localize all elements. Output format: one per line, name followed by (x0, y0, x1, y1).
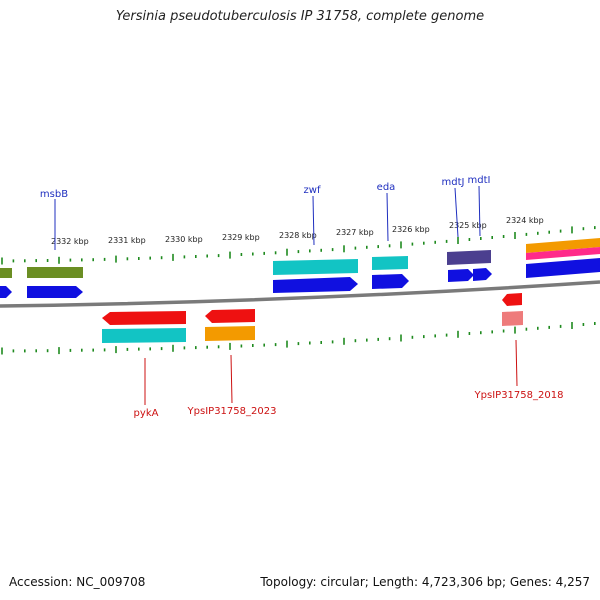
gene-labels: msbB zwf eda mdtJ mdtI pykA YpsIP31758_2… (40, 175, 564, 419)
genome-title: Yersinia pseudotuberculosis IP 31758, co… (115, 9, 485, 24)
reverse-features (102, 293, 523, 343)
feature-cds-pykA (102, 311, 186, 325)
gene-label-eda: eda (377, 182, 396, 193)
gene-label-zwf: zwf (304, 185, 321, 196)
gene-label-2018: YpsIP31758_2018 (474, 390, 564, 401)
leader-2018 (515, 339, 518, 387)
leader-mdtJ (454, 187, 459, 238)
genome-backbone (0, 280, 600, 308)
scale-label-2325: 2325 kbp (449, 221, 487, 230)
feature-cds-right (526, 258, 600, 278)
gene-label-mdtI: mdtI (468, 175, 491, 186)
feature-cyan-pykA (102, 328, 186, 343)
scale-label-2326: 2326 kbp (392, 225, 430, 234)
feature-cds-left (0, 286, 12, 298)
feature-cds-msbB (27, 286, 83, 298)
gene-label-mdtJ: mdtJ (442, 177, 465, 188)
leader-zwf (312, 195, 315, 246)
feature-lightred-2018 (502, 311, 523, 326)
feature-cds-mdtJ (448, 269, 474, 282)
scale-label-2329: 2329 kbp (222, 233, 260, 242)
feature-olive-left (0, 268, 12, 278)
label-leaders (54, 185, 518, 405)
feature-cyan-eda (372, 256, 408, 270)
scale-labels: 2332 kbp 2331 kbp 2330 kbp 2329 kbp 2328… (51, 216, 544, 246)
leader-mdtI (478, 185, 481, 237)
feature-cds-zwf (273, 277, 358, 293)
feature-cds-2018 (502, 293, 522, 306)
scale-label-2324: 2324 kbp (506, 216, 544, 225)
feature-orange-2023 (205, 326, 255, 341)
feature-olive-msbB (27, 267, 83, 278)
gene-label-pykA: pykA (134, 408, 159, 419)
scale-label-2328: 2328 kbp (279, 231, 317, 240)
scale-label-2332: 2332 kbp (51, 237, 89, 246)
forward-features (0, 238, 600, 298)
feature-purple-mdt (447, 250, 491, 265)
leader-eda (386, 192, 389, 242)
topology-text: Topology: circular; Length: 4,723,306 bp… (260, 575, 590, 589)
reverse-scale-ticks (1, 322, 596, 355)
feature-cds-mdtI (473, 268, 492, 281)
feature-cds-2023 (205, 309, 255, 323)
forward-scale-ticks (1, 226, 596, 265)
feature-orange-right (526, 238, 600, 253)
scale-label-2331: 2331 kbp (108, 236, 146, 245)
leader-2023 (230, 354, 233, 404)
scale-label-2330: 2330 kbp (165, 235, 203, 244)
gene-label-2023: YpsIP31758_2023 (187, 406, 277, 417)
feature-cyan-zwf (273, 259, 358, 275)
feature-pink-right (526, 247, 600, 260)
feature-cds-eda (372, 274, 409, 289)
gene-label-msbB: msbB (40, 189, 68, 200)
scale-label-2327: 2327 kbp (336, 228, 374, 237)
accession-text: Accession: NC_009708 (9, 575, 146, 589)
